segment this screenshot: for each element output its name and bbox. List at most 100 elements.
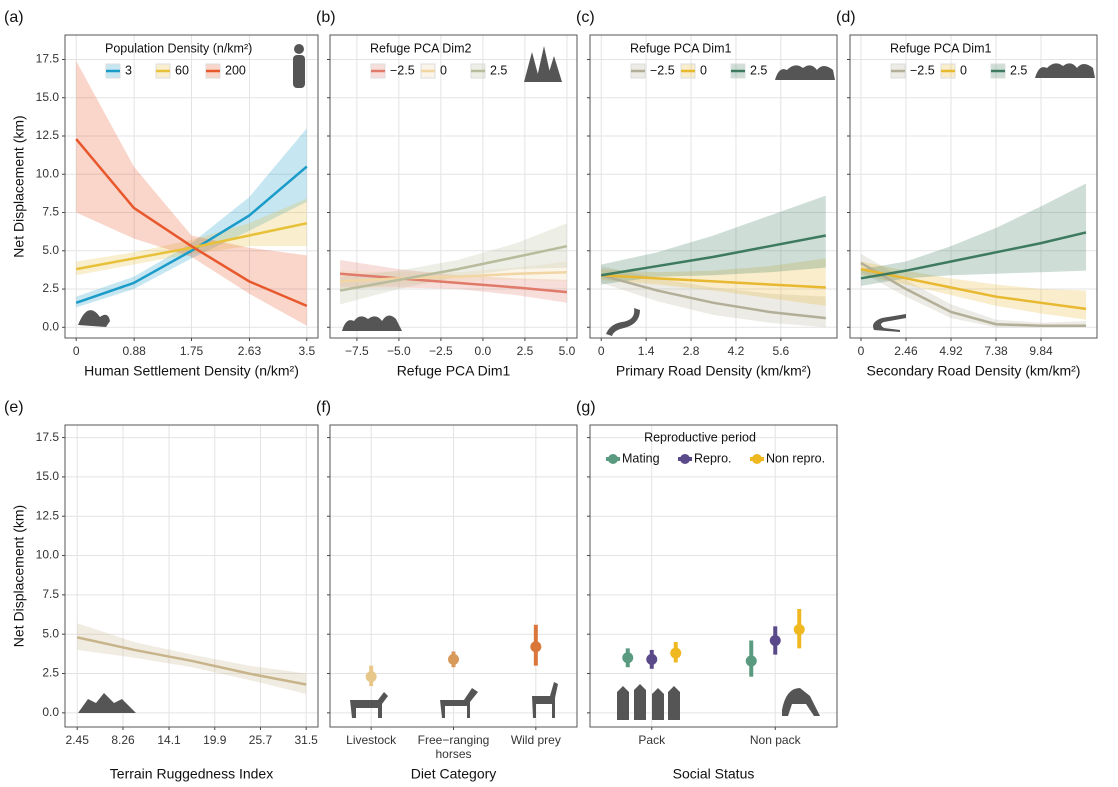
y-tick-label: 0.0 xyxy=(42,319,59,333)
legend-title: Reproductive period xyxy=(644,430,756,444)
legend-label: −2.5 xyxy=(650,63,675,77)
x-tick-label: 2.46 xyxy=(894,344,918,358)
point xyxy=(646,654,657,665)
x-axis-label: Refuge PCA Dim1 xyxy=(397,363,511,379)
legend-label: 3 xyxy=(125,63,132,77)
x-tick-label: 4.92 xyxy=(939,344,963,358)
y-tick-label: 0.0 xyxy=(42,705,59,719)
legend-label: −2.5 xyxy=(910,63,935,77)
legend-title: Refuge PCA Dim2 xyxy=(370,41,471,55)
plot-background xyxy=(590,425,837,727)
legend-key xyxy=(680,454,690,464)
panel-tag: (d) xyxy=(836,9,856,26)
x-tick-label: 0.0 xyxy=(475,344,492,358)
x-tick-label: 3.5 xyxy=(298,344,315,358)
x-tick-label: 5.6 xyxy=(773,344,790,358)
x-tick-label: 2.45 xyxy=(66,733,90,747)
legend-label: 0 xyxy=(440,63,447,77)
x-tick-label: 2.8 xyxy=(683,344,700,358)
x-tick-label: 1.75 xyxy=(180,344,204,358)
panel: 0 1.4 2.8 4.2 5.6 (c) Primary Road Density (km… xyxy=(576,9,837,378)
point xyxy=(670,648,681,659)
x-tick-label: 14.1 xyxy=(157,733,181,747)
x-tick-label: 0 xyxy=(73,344,80,358)
x-tick-label: Free−ranginghorses xyxy=(418,733,490,761)
legend-key xyxy=(752,454,762,464)
y-axis-label: Net Displacement (km) xyxy=(11,115,27,257)
point xyxy=(448,654,459,665)
legend-title: Refuge PCA Dim1 xyxy=(890,41,991,55)
y-tick-label: 17.5 xyxy=(36,430,60,444)
legend-label: 2.5 xyxy=(490,63,507,77)
x-axis-label: Primary Road Density (km/km²) xyxy=(616,363,811,379)
x-tick-label: −7.5 xyxy=(345,344,369,358)
y-tick-label: 15.0 xyxy=(36,469,60,483)
point xyxy=(530,641,541,652)
y-tick-label: 7.5 xyxy=(42,587,59,601)
legend-label: Non repro. xyxy=(766,451,825,465)
y-tick-label: 2.5 xyxy=(42,666,59,680)
panel: 0.0 2.5 5.0 7.5 10.0 12.5 15.0 17.5 2.45 8.26 14.1… xyxy=(4,399,318,781)
legend-label: Mating xyxy=(622,451,660,465)
legend-key xyxy=(608,454,618,464)
y-axis-label: Net Displacement (km) xyxy=(11,505,27,647)
x-axis-label: Diet Category xyxy=(411,766,497,782)
panel: 0.02.55.07.510.012.515.017.500.881.752.6… xyxy=(4,9,318,378)
y-tick-label: 12.5 xyxy=(36,508,60,522)
y-tick-label: 5.0 xyxy=(42,243,59,257)
figure: 0.0 2.5 5.0 7.5 10.0 12.5 15.0 17.5 0 0.88 1.75 2.6… xyxy=(0,0,1118,787)
panel-tag: (a) xyxy=(4,9,24,26)
icon xyxy=(293,55,305,88)
x-axis-label: Human Settlement Density (n/km²) xyxy=(84,363,299,379)
y-tick-label: 7.5 xyxy=(42,205,59,219)
legend-title: Refuge PCA Dim1 xyxy=(630,41,731,55)
icon xyxy=(294,44,304,54)
legend-label: 200 xyxy=(225,63,246,77)
x-tick-label: −5.0 xyxy=(387,344,411,358)
y-tick-label: 12.5 xyxy=(36,128,60,142)
x-tick-label: 7.38 xyxy=(984,344,1008,358)
y-tick-label: 15.0 xyxy=(36,90,60,104)
x-tick-label: −2.5 xyxy=(429,344,453,358)
y-tick-label: 17.5 xyxy=(36,52,60,66)
y-tick-label: 10.0 xyxy=(36,548,60,562)
x-tick-label: 4.2 xyxy=(728,344,745,358)
x-tick-label: 1.4 xyxy=(638,344,655,358)
point xyxy=(366,671,377,682)
x-tick-label: 19.9 xyxy=(203,733,227,747)
legend-label: Repro. xyxy=(694,451,732,465)
panel-tag: (g) xyxy=(576,399,596,416)
x-tick-label: 2.63 xyxy=(238,344,262,358)
legend-label: 0 xyxy=(960,63,967,77)
x-tick-label: 2.5 xyxy=(517,344,534,358)
x-tick-label: 0 xyxy=(598,344,605,358)
x-tick-label: 0 xyxy=(858,344,865,358)
y-tick-label: 5.0 xyxy=(42,626,59,640)
point xyxy=(770,635,781,646)
panel-tag: (b) xyxy=(316,9,336,26)
x-tick-label: 5.0 xyxy=(559,344,576,358)
y-tick-label: 10.0 xyxy=(36,166,60,180)
x-tick-label: Livestock xyxy=(346,733,397,747)
x-tick-label: 0.88 xyxy=(123,344,147,358)
panel-tag: (c) xyxy=(576,9,595,26)
x-tick-label: 8.26 xyxy=(111,733,135,747)
legend-label: −2.5 xyxy=(390,63,415,77)
legend-label: 2.5 xyxy=(1010,63,1027,77)
panel-tag: (f) xyxy=(316,399,331,416)
point xyxy=(622,652,633,663)
x-tick-label: 25.7 xyxy=(249,733,273,747)
panel-tag: (e) xyxy=(4,399,24,416)
x-axis-label: Terrain Ruggedness Index xyxy=(110,766,273,782)
x-tick-label: 9.84 xyxy=(1029,344,1053,358)
point xyxy=(794,624,805,635)
x-axis-label: Secondary Road Density (km/km²) xyxy=(867,363,1081,379)
x-tick-label: Wild prey xyxy=(511,733,561,747)
x-tick-label: 31.5 xyxy=(294,733,318,747)
point xyxy=(746,655,757,666)
legend-label: 2.5 xyxy=(750,63,767,77)
legend-title: Population Density (n/km²) xyxy=(105,41,252,55)
legend-label: 60 xyxy=(175,63,189,77)
